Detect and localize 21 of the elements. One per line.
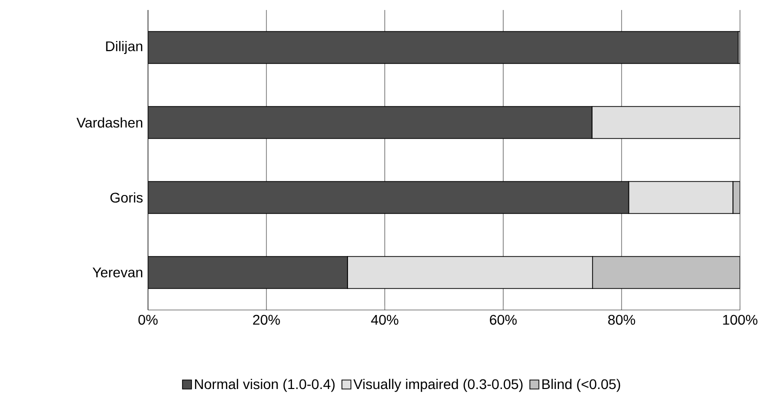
bar [148,106,592,139]
y-tick-label: Vardashen [76,117,142,128]
legend-label: Visually impaired (0.3-0.05) [353,378,523,392]
y-tick-label: Goris [110,192,143,203]
legend-label: Blind (<0.05) [542,378,620,392]
bar [592,106,740,139]
bar [347,256,593,289]
bar [628,181,734,214]
x-tick-label: 100% [723,314,758,325]
y-tick-label: Dilijan [106,40,142,54]
bar [592,256,740,289]
bar [148,181,630,214]
x-tick-label: 60% [490,314,517,325]
bar [148,256,348,289]
x-tick-label: 0% [138,314,158,325]
y-tick-label: Yerevan [92,268,142,278]
x-tick-label: 20% [253,314,280,325]
legend-label: Normal vision (1.0-0.4) [195,378,335,392]
bar [148,31,739,64]
x-tick-label: 80% [608,314,636,325]
x-tick-label: 40% [371,314,398,325]
